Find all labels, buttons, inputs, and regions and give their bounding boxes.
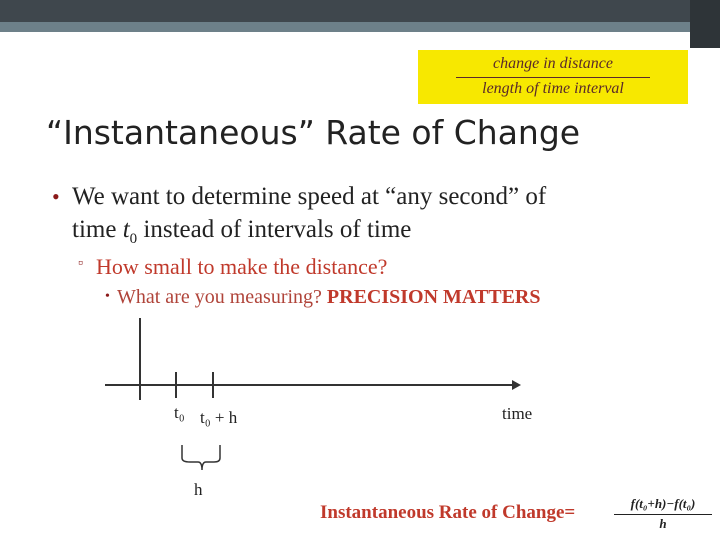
- bullet-marker: •: [105, 289, 110, 304]
- top-bar: [0, 0, 720, 22]
- formula-label: Instantaneous Rate of Change=: [320, 502, 576, 523]
- fraction-bar: [614, 514, 712, 515]
- t0-label: t₀: [174, 403, 185, 422]
- interval-label: h: [194, 480, 203, 499]
- variable: t: [122, 216, 130, 243]
- formula-numerator: f(t₀+h)−f(t₀): [630, 496, 696, 511]
- bullet-marker: ▫: [78, 256, 83, 271]
- bullet-text: We want to determine speed at “any secon…: [72, 183, 547, 210]
- bullet-text: time t0 instead of intervals of time: [72, 216, 411, 248]
- text: time: [72, 216, 117, 243]
- slide-title: “Instantaneous” Rate of Change: [46, 113, 581, 152]
- text: instead of intervals of time: [143, 216, 412, 243]
- text: What are you measuring?: [117, 286, 322, 308]
- bullet-marker: •: [52, 184, 60, 209]
- bullet-text: How small to make the distance?: [96, 254, 388, 279]
- subscript: 0: [129, 231, 138, 247]
- definition-box: change in distance length of time interv…: [418, 50, 688, 104]
- top-band: [0, 22, 720, 32]
- emphasis: PRECISION MATTERS: [326, 286, 541, 308]
- corner-block: [690, 0, 720, 48]
- definition-numerator: change in distance: [493, 55, 613, 72]
- axis-label: time: [502, 404, 533, 423]
- bullet-text: What are you measuring? PRECISION MATTER…: [117, 286, 540, 309]
- formula-denominator: h: [659, 516, 667, 531]
- definition-denominator: length of time interval: [482, 80, 624, 97]
- t0-plus-h-label: t₀ + h: [200, 408, 238, 427]
- fraction-bar: [456, 77, 650, 78]
